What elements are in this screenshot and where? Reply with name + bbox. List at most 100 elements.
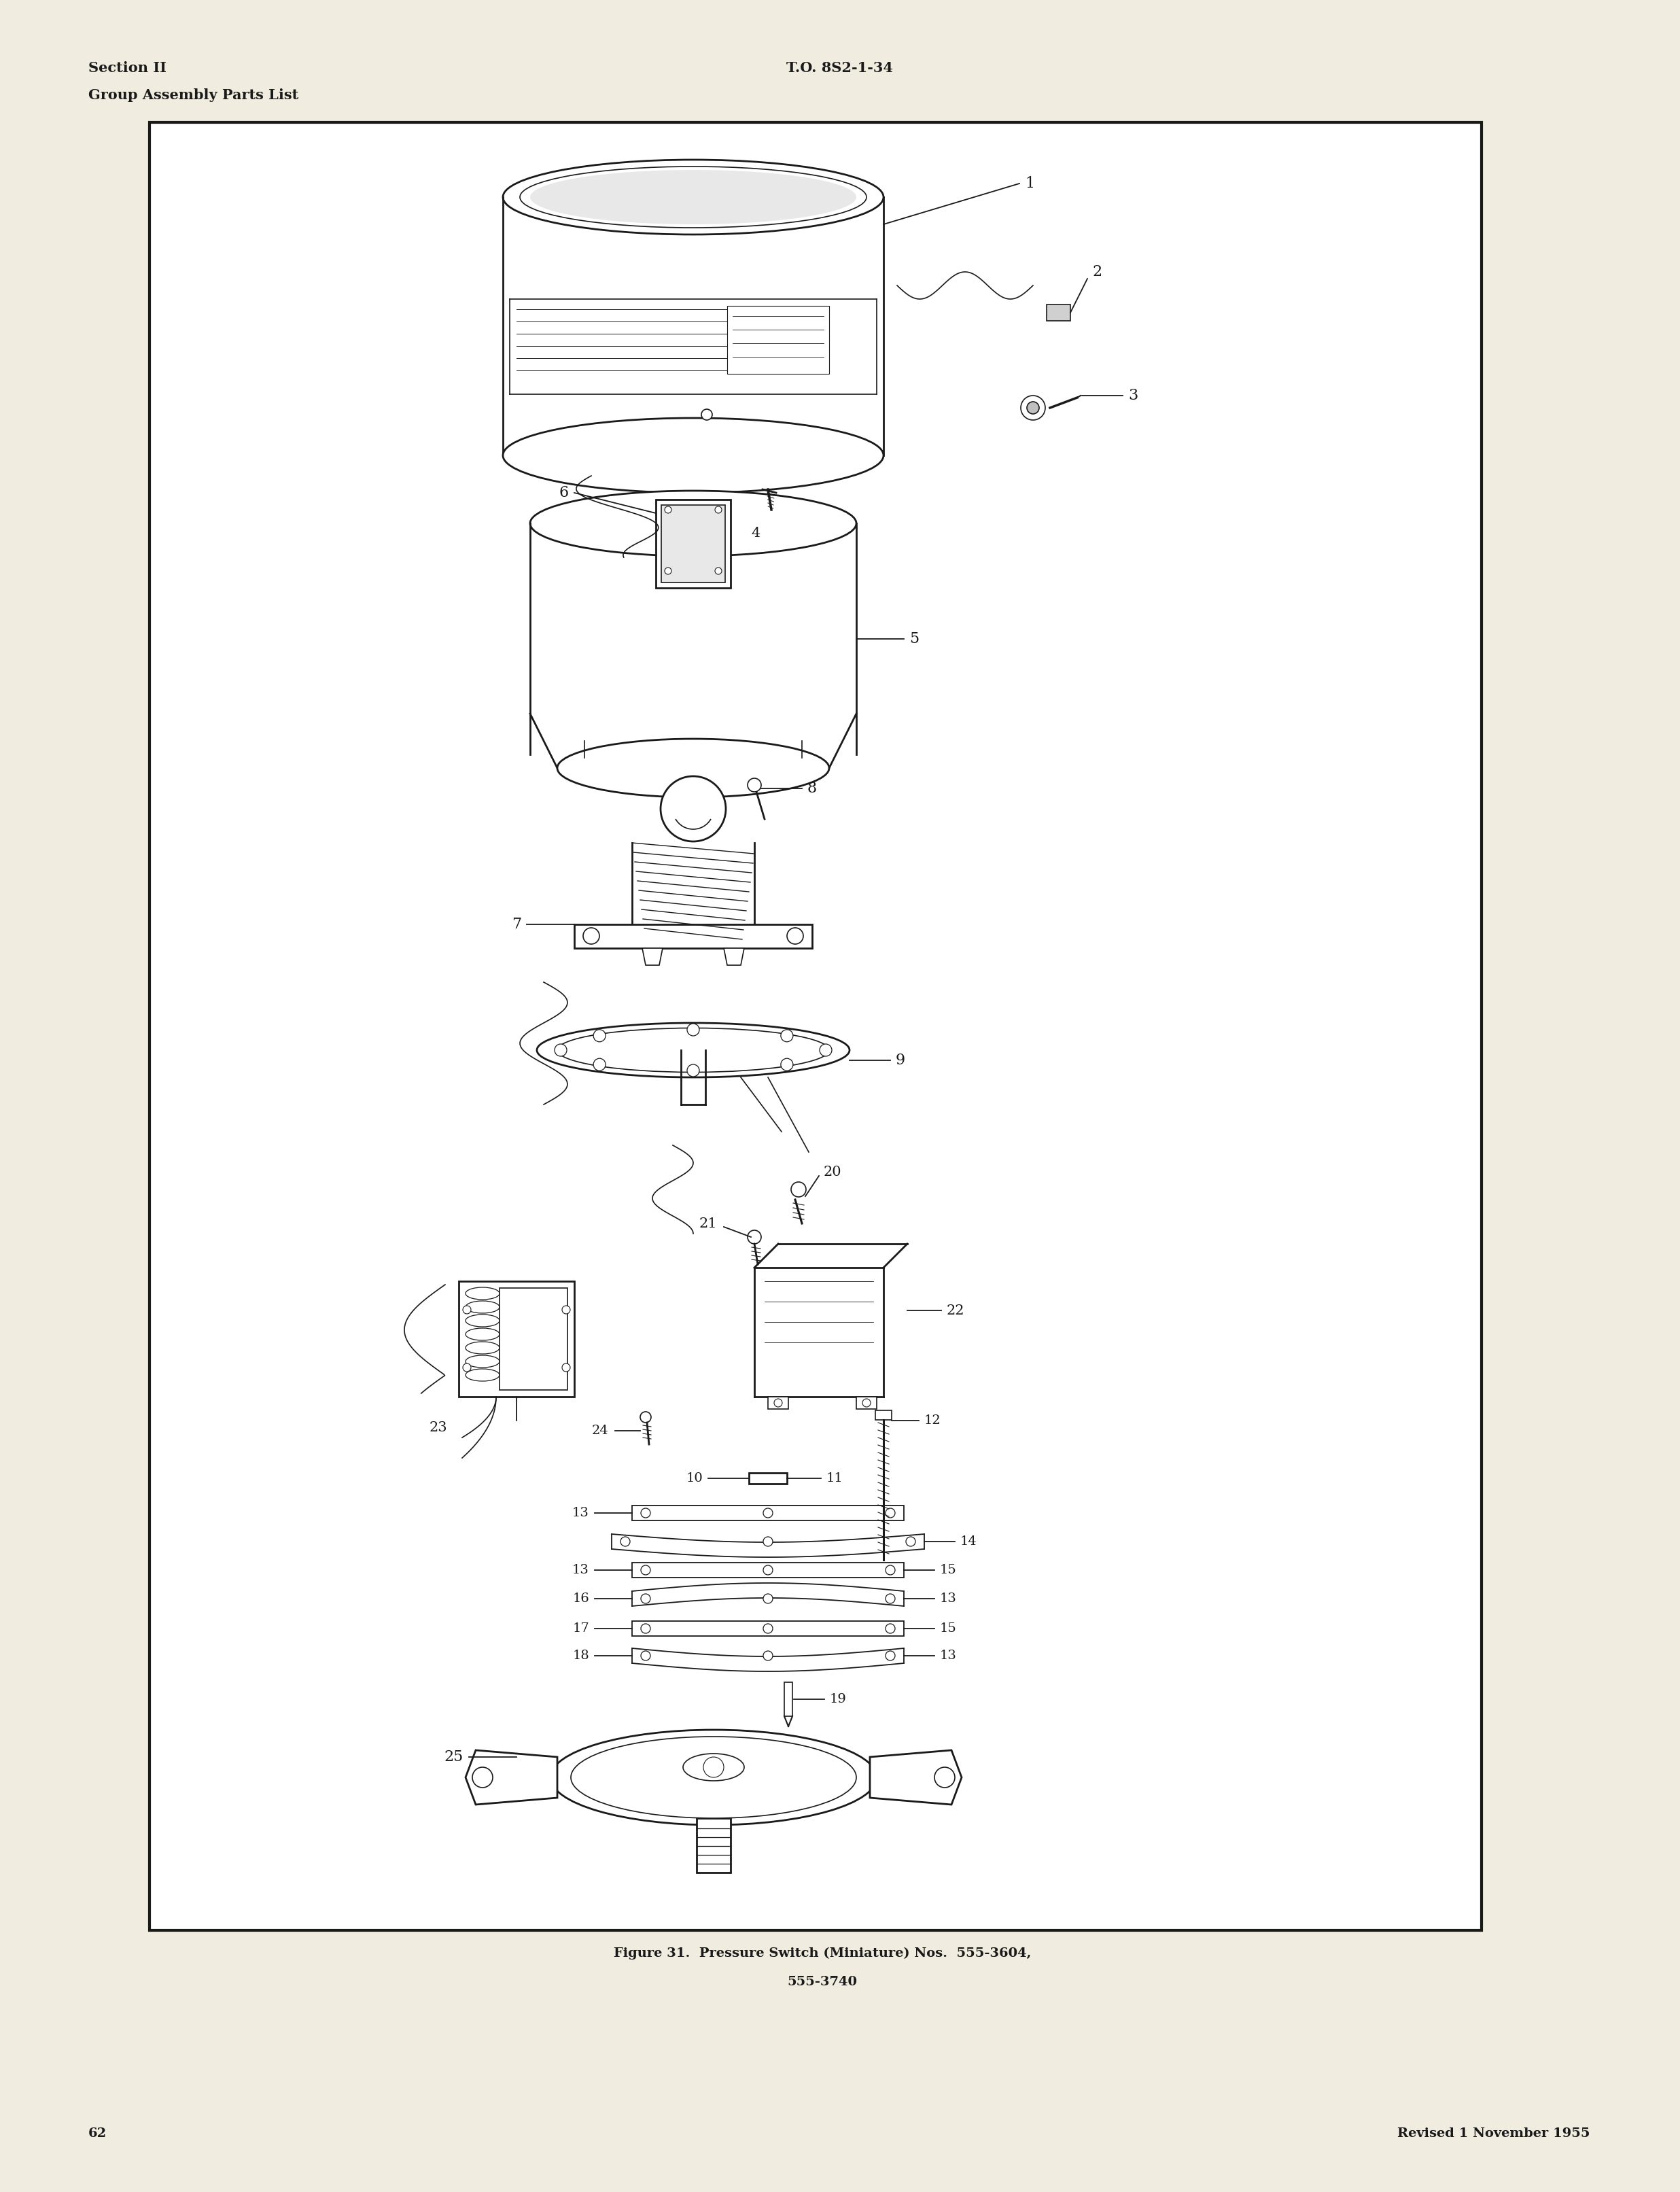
Ellipse shape [551, 1729, 877, 1826]
Circle shape [1021, 395, 1045, 421]
Circle shape [763, 1594, 773, 1602]
Text: 13: 13 [939, 1594, 958, 1605]
Text: 18: 18 [573, 1651, 590, 1662]
Text: 20: 20 [823, 1166, 842, 1179]
Circle shape [472, 1767, 492, 1789]
Ellipse shape [502, 419, 884, 493]
Circle shape [640, 1565, 650, 1574]
Text: 555-3740: 555-3740 [788, 1975, 857, 1988]
Text: 15: 15 [939, 1563, 956, 1576]
Text: 25: 25 [444, 1749, 464, 1765]
Circle shape [640, 1594, 650, 1602]
Text: 1: 1 [1025, 175, 1035, 191]
Bar [632, 1622, 904, 1635]
Circle shape [1026, 401, 1040, 414]
Text: 62: 62 [89, 2128, 108, 2139]
Circle shape [885, 1508, 895, 1517]
Circle shape [660, 776, 726, 842]
Circle shape [593, 1030, 605, 1041]
Text: 13: 13 [573, 1506, 590, 1519]
Circle shape [763, 1508, 773, 1517]
Circle shape [462, 1306, 470, 1313]
Circle shape [862, 1398, 870, 1407]
Text: 22: 22 [948, 1304, 964, 1317]
Bar [857, 1396, 877, 1409]
Ellipse shape [465, 1342, 499, 1355]
Circle shape [716, 506, 722, 513]
Text: 15: 15 [939, 1622, 956, 1635]
Circle shape [906, 1537, 916, 1545]
Ellipse shape [538, 1024, 850, 1076]
Ellipse shape [519, 167, 867, 228]
Circle shape [593, 1059, 605, 1070]
Circle shape [885, 1565, 895, 1574]
Circle shape [701, 410, 712, 421]
Text: 14: 14 [961, 1534, 978, 1548]
Circle shape [774, 1398, 783, 1407]
Text: 23: 23 [430, 1420, 447, 1434]
Circle shape [763, 1651, 773, 1662]
Circle shape [563, 1306, 570, 1313]
Polygon shape [465, 1749, 558, 1804]
Text: 3: 3 [1129, 388, 1137, 403]
Circle shape [716, 568, 722, 574]
Circle shape [885, 1594, 895, 1602]
Circle shape [704, 1758, 724, 1778]
Circle shape [462, 1363, 470, 1372]
Polygon shape [642, 949, 662, 964]
Circle shape [665, 568, 672, 574]
Ellipse shape [465, 1287, 499, 1300]
Polygon shape [870, 1749, 961, 1804]
Bar [575, 925, 811, 949]
Text: Group Assembly Parts List: Group Assembly Parts List [89, 88, 299, 103]
Text: 13: 13 [573, 1563, 590, 1576]
Bar [785, 1681, 793, 1716]
Bar [727, 307, 830, 375]
Circle shape [687, 1065, 699, 1076]
Ellipse shape [558, 739, 830, 798]
Text: 4: 4 [751, 526, 761, 539]
Bar [662, 504, 726, 583]
Ellipse shape [502, 160, 884, 235]
Ellipse shape [531, 491, 857, 557]
Text: 9: 9 [895, 1052, 906, 1068]
Text: 8: 8 [808, 780, 816, 796]
Circle shape [934, 1767, 954, 1789]
Ellipse shape [684, 1754, 744, 1780]
Text: 10: 10 [685, 1473, 702, 1484]
Ellipse shape [465, 1315, 499, 1326]
Circle shape [748, 1230, 761, 1243]
Circle shape [763, 1537, 773, 1545]
Circle shape [763, 1565, 773, 1574]
Circle shape [820, 1043, 832, 1057]
Ellipse shape [465, 1300, 499, 1313]
Circle shape [687, 1024, 699, 1037]
Bar [632, 1563, 904, 1578]
Circle shape [781, 1059, 793, 1070]
Bar [499, 1289, 568, 1390]
Ellipse shape [571, 1736, 857, 1817]
Circle shape [640, 1624, 650, 1633]
Ellipse shape [465, 1328, 499, 1339]
Bar [655, 500, 731, 587]
Text: 16: 16 [573, 1594, 590, 1605]
Bar [875, 1409, 892, 1420]
Circle shape [640, 1651, 650, 1662]
Polygon shape [724, 949, 744, 964]
Bar [1047, 305, 1070, 320]
Text: T.O. 8S2-1-34: T.O. 8S2-1-34 [786, 61, 894, 75]
Text: Figure 31.  Pressure Switch (Miniature) Nos.  555-3604,: Figure 31. Pressure Switch (Miniature) N… [613, 1946, 1032, 1960]
Text: 5: 5 [909, 631, 919, 647]
Ellipse shape [558, 1028, 830, 1072]
Text: 19: 19 [830, 1692, 847, 1705]
Circle shape [763, 1624, 773, 1633]
Circle shape [885, 1624, 895, 1633]
Text: 2: 2 [1092, 265, 1102, 278]
Text: Section II: Section II [89, 61, 166, 75]
Text: 21: 21 [699, 1217, 717, 1230]
Ellipse shape [465, 1368, 499, 1381]
Circle shape [791, 1181, 806, 1197]
Circle shape [665, 506, 672, 513]
Text: 6: 6 [559, 484, 570, 500]
Text: 11: 11 [827, 1473, 843, 1484]
